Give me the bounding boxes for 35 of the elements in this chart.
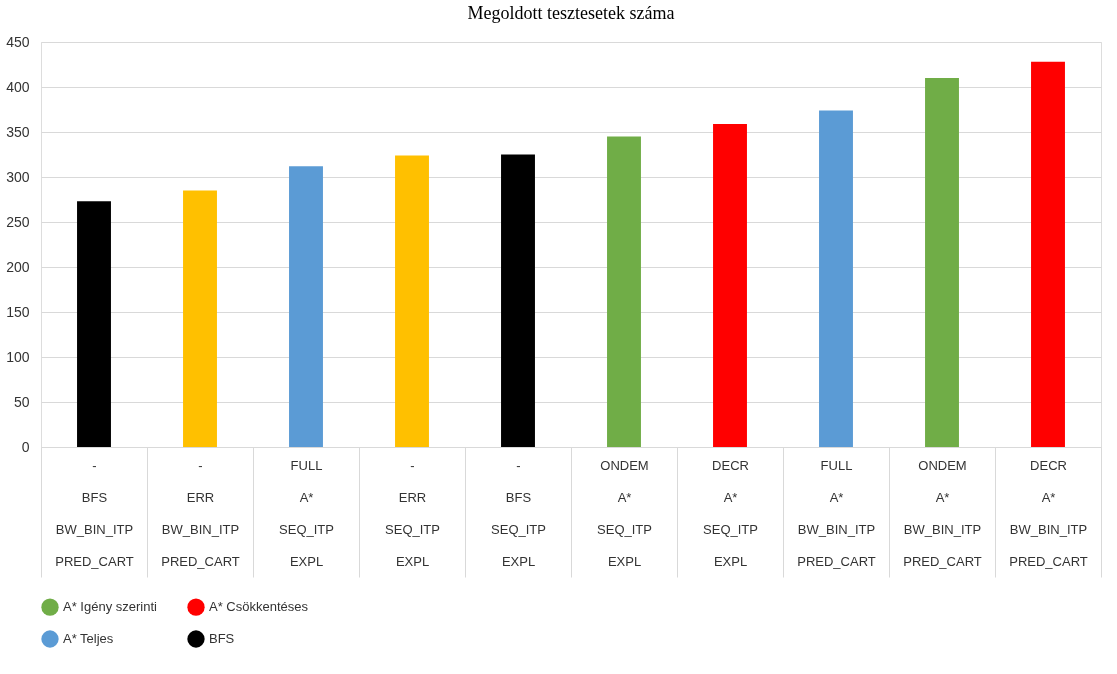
legend-label: A* Csökkentéses	[209, 599, 309, 615]
y-tick-label: 450	[6, 33, 30, 50]
bar	[77, 201, 111, 447]
bar	[607, 136, 641, 447]
y-tick-label: 350	[6, 123, 30, 140]
category-label: - ERR SEQ_ITP EXPL	[385, 457, 440, 569]
category-label: ONDEM A* SEQ_ITP EXPL	[597, 457, 652, 569]
bar	[1031, 61, 1065, 447]
legend-label: A* Igény szerinti	[63, 599, 158, 615]
bar	[925, 78, 959, 447]
category-label: - ERR BW_BIN_ITP PRED_CART	[161, 457, 240, 569]
category-label: - BFS SEQ_ITP EXPL	[491, 457, 546, 569]
y-tick-label: 200	[6, 258, 30, 275]
y-tick-label: 150	[6, 303, 30, 320]
bar	[289, 166, 323, 447]
category-label: - BFS BW_BIN_ITP PRED_CART	[55, 457, 134, 569]
y-tick-label: 50	[13, 393, 30, 410]
legend-label: A* Teljes	[63, 631, 114, 646]
y-tick-label: 100	[6, 348, 30, 365]
bar	[395, 155, 429, 447]
category-label: DECR A* BW_BIN_ITP PRED_CART	[1009, 457, 1088, 569]
chart-title: Megoldott tesztesetek száma	[467, 3, 675, 23]
category-label: FULL A* SEQ_ITP EXPL	[279, 457, 334, 569]
bar	[183, 190, 217, 447]
category-label: DECR A* SEQ_ITP EXPL	[703, 457, 758, 569]
category-label: FULL A* BW_BIN_ITP PRED_CART	[797, 457, 876, 569]
y-tick-label: 300	[6, 168, 30, 185]
y-tick-label: 250	[6, 213, 30, 230]
y-tick-label: 400	[6, 78, 30, 95]
bar	[501, 154, 535, 447]
y-tick-label: 0	[21, 438, 30, 455]
category-label: ONDEM A* BW_BIN_ITP PRED_CART	[903, 457, 982, 569]
legend-label: BFS	[209, 631, 235, 646]
bar	[713, 123, 747, 447]
bar	[819, 110, 853, 447]
